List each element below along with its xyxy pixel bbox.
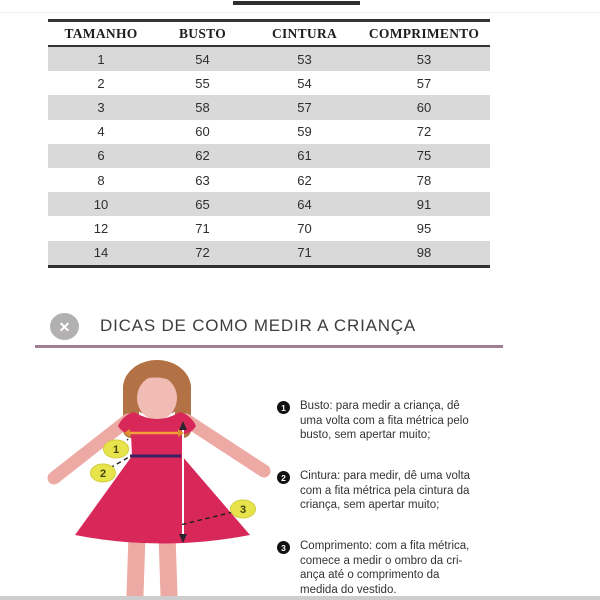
girl-legs <box>126 525 178 600</box>
cell-tamanho: 8 <box>97 172 105 188</box>
cell-cintura: 57 <box>297 99 312 115</box>
table-row: 14 72 71 98 <box>48 240 490 267</box>
marker-3-label: 3 <box>240 504 246 516</box>
cell-busto: 54 <box>195 51 210 67</box>
cell-cintura: 64 <box>297 196 312 212</box>
tip-cintura-text: Cintura: para medir, dê uma volta com a … <box>300 469 470 513</box>
girl-bangs <box>131 366 183 388</box>
marker-3: 3 <box>230 499 256 519</box>
bust-measure-line <box>124 429 184 437</box>
cell-comprimento: 78 <box>416 172 432 188</box>
cell-comprimento: 72 <box>416 124 432 140</box>
marker-2-label: 2 <box>100 468 106 480</box>
marker-2: 2 <box>90 463 116 483</box>
tip-line: comece a medir o ombro da cri- <box>300 554 463 567</box>
tip-line: Busto: para medir a criança, dê <box>300 400 460 412</box>
tip-line: ança até o comprimento da <box>300 569 440 581</box>
col-header-tamanho: TAMANHO <box>48 20 154 47</box>
tip-number-badge: 1 <box>277 401 290 414</box>
girl-arms <box>47 413 271 485</box>
cell-tamanho: 1 <box>97 51 105 67</box>
col-header-comprimento: COMPRIMENTO <box>358 20 490 47</box>
close-icon[interactable]: ✕ <box>50 313 79 340</box>
bottom-edge-bar <box>0 596 600 600</box>
cell-tamanho: 6 <box>97 148 105 164</box>
cell-comprimento: 98 <box>416 245 432 261</box>
cell-comprimento: 95 <box>416 220 432 236</box>
size-table-header-row: TAMANHO BUSTO CINTURA COMPRIMENTO <box>48 20 490 47</box>
tip-number-badge: 3 <box>277 541 290 554</box>
table-row: 2 55 54 57 <box>48 71 490 95</box>
tip-line: uma volta com a fita métrica pelo <box>300 414 469 427</box>
cell-busto: 71 <box>195 220 210 236</box>
cell-tamanho: 12 <box>93 220 109 236</box>
cell-comprimento: 53 <box>416 51 432 67</box>
close-icon-glyph: ✕ <box>58 318 71 335</box>
cell-busto: 55 <box>195 75 210 91</box>
table-row: 3 58 57 60 <box>48 95 490 120</box>
cell-cintura: 62 <box>297 172 312 188</box>
cell-busto: 72 <box>195 245 210 261</box>
tip-busto: 1 Busto: para medir a criança, dê uma vo… <box>277 399 542 443</box>
tip-line: com a fita métrica pela cintura da <box>300 484 470 497</box>
table-row: 1 54 53 53 <box>48 46 490 72</box>
tip-busto-text: Busto: para medir a criança, dê uma volt… <box>300 399 469 443</box>
col-header-cintura: CINTURA <box>251 20 358 47</box>
cell-comprimento: 57 <box>416 75 432 91</box>
top-partial-underline <box>233 1 360 5</box>
table-row: 12 71 70 95 <box>48 216 490 240</box>
cell-cintura: 71 <box>297 245 312 261</box>
tip-line: criança, sem apertar muito; <box>300 499 440 511</box>
girl-face <box>137 376 177 420</box>
cell-tamanho: 14 <box>93 245 109 261</box>
tip-line: Cintura: para medir, dê uma volta <box>300 470 471 482</box>
size-table: TAMANHO BUSTO CINTURA COMPRIMENTO 1 54 5… <box>48 19 490 268</box>
tip-comprimento: 3 Comprimento: com a fita métrica, comec… <box>277 539 542 597</box>
girl-dress <box>75 412 250 544</box>
marker-1-label: 1 <box>113 444 119 456</box>
cell-tamanho: 4 <box>97 124 105 140</box>
cell-comprimento: 60 <box>416 99 432 115</box>
cell-busto: 58 <box>195 99 210 115</box>
top-faint-divider <box>0 12 600 13</box>
cell-busto: 62 <box>195 148 210 164</box>
cell-cintura: 54 <box>297 75 312 91</box>
cell-cintura: 61 <box>297 148 312 164</box>
table-row: 6 62 61 75 <box>48 143 490 168</box>
tip-comprimento-text: Comprimento: com a fita métrica, comece … <box>300 539 469 597</box>
table-row: 8 63 62 78 <box>48 168 490 192</box>
cell-cintura: 59 <box>297 124 312 140</box>
cell-comprimento: 91 <box>416 196 432 212</box>
table-row: 10 65 64 91 <box>48 192 490 217</box>
tip-number-badge: 2 <box>277 471 290 484</box>
table-row: 4 60 59 72 <box>48 120 490 144</box>
measuring-diagram: 1 2 3 <box>47 360 271 600</box>
cell-busto: 65 <box>195 196 210 212</box>
cell-tamanho: 10 <box>93 196 109 212</box>
tip-line: medida do vestido. <box>300 583 397 596</box>
cell-cintura: 70 <box>297 220 312 236</box>
cell-tamanho: 2 <box>97 75 105 91</box>
col-header-busto: BUSTO <box>154 20 251 47</box>
cell-comprimento: 75 <box>416 148 432 164</box>
cell-busto: 60 <box>195 124 210 140</box>
section-divider <box>35 345 503 348</box>
tip-line: busto, sem apertar muito; <box>300 429 431 441</box>
tip-cintura: 2 Cintura: para medir, dê uma volta com … <box>277 469 542 513</box>
cell-busto: 63 <box>195 172 210 188</box>
tip-line: Comprimento: com a fita métrica, <box>300 540 470 552</box>
marker-1: 1 <box>103 439 129 459</box>
section-title: DICAS DE COMO MEDIR A CRIANÇA <box>100 316 417 335</box>
cell-tamanho: 3 <box>97 99 105 115</box>
cell-cintura: 53 <box>297 51 312 67</box>
length-measure-line <box>179 421 187 543</box>
